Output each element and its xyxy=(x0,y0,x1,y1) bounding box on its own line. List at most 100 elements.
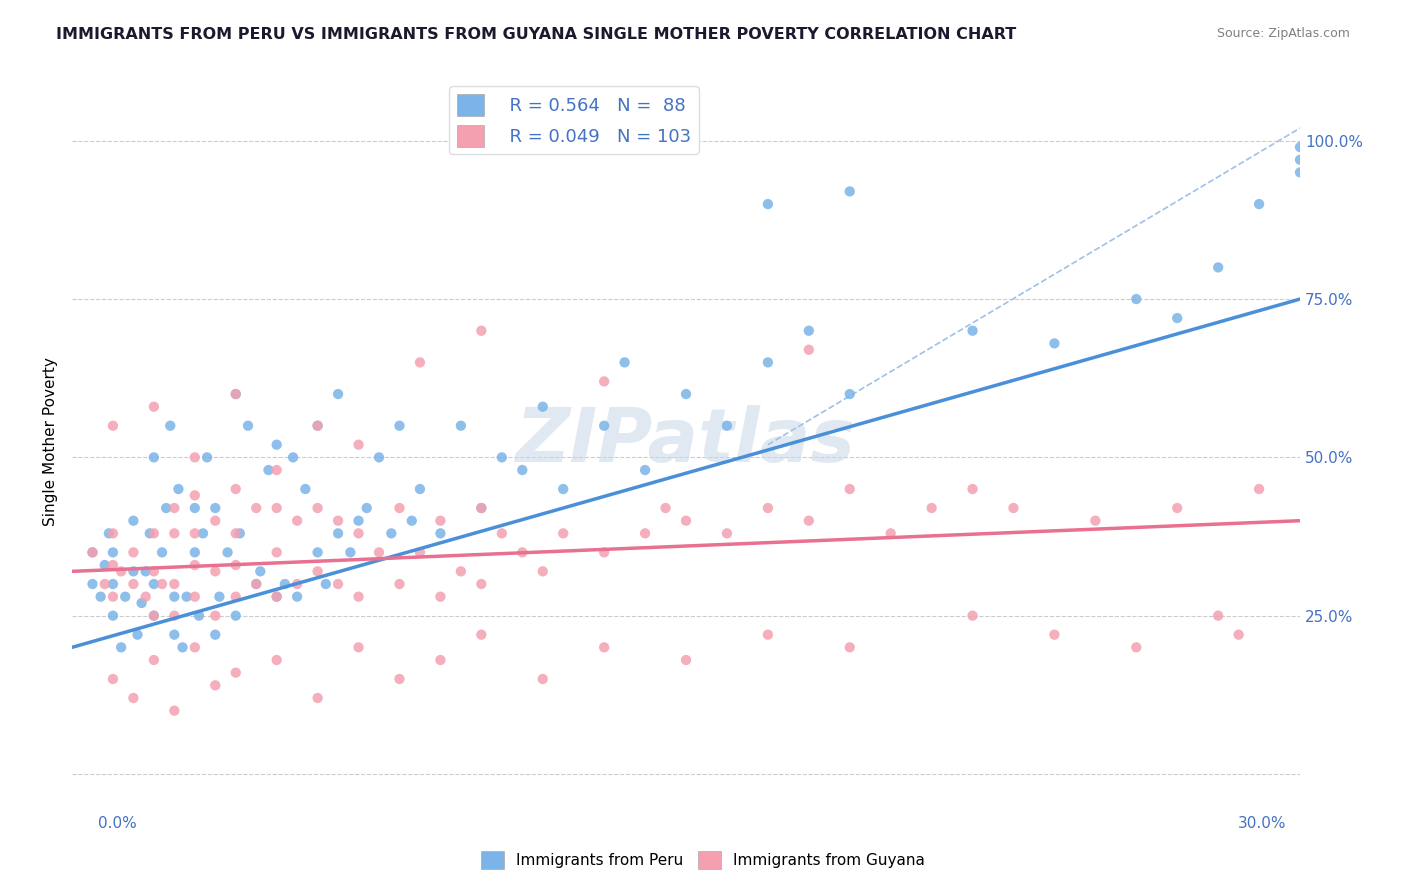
Point xyxy=(388,577,411,591)
Point xyxy=(553,526,575,541)
Point xyxy=(101,545,124,559)
Point xyxy=(593,640,616,655)
Point xyxy=(236,418,259,433)
Point xyxy=(245,577,267,591)
Point xyxy=(470,628,492,642)
Point xyxy=(368,450,391,465)
Point xyxy=(142,653,165,667)
Point xyxy=(339,545,361,559)
Point xyxy=(90,590,112,604)
Point xyxy=(1125,292,1147,306)
Point xyxy=(675,653,697,667)
Point xyxy=(315,577,337,591)
Point xyxy=(531,400,554,414)
Point xyxy=(531,565,554,579)
Point xyxy=(347,590,370,604)
Point xyxy=(1289,140,1312,154)
Point xyxy=(101,672,124,686)
Point xyxy=(593,418,616,433)
Point xyxy=(184,526,207,541)
Point xyxy=(1166,501,1188,516)
Point xyxy=(613,355,636,369)
Point xyxy=(82,545,104,559)
Point xyxy=(838,185,860,199)
Point xyxy=(962,482,984,496)
Point xyxy=(163,608,186,623)
Point xyxy=(163,577,186,591)
Point xyxy=(962,608,984,623)
Point xyxy=(429,526,451,541)
Point xyxy=(163,628,186,642)
Point xyxy=(510,545,533,559)
Point xyxy=(294,482,316,496)
Point xyxy=(1166,311,1188,326)
Point xyxy=(553,482,575,496)
Point xyxy=(756,197,779,211)
Point xyxy=(450,418,472,433)
Point xyxy=(225,387,247,401)
Point xyxy=(593,375,616,389)
Point xyxy=(470,577,492,591)
Point xyxy=(163,526,186,541)
Point xyxy=(142,400,165,414)
Point xyxy=(142,608,165,623)
Point xyxy=(716,526,738,541)
Point xyxy=(225,482,247,496)
Point xyxy=(356,501,378,516)
Point xyxy=(266,590,288,604)
Point xyxy=(1289,153,1312,167)
Text: 0.0%: 0.0% xyxy=(98,816,138,831)
Point xyxy=(225,526,247,541)
Point xyxy=(429,514,451,528)
Point xyxy=(101,577,124,591)
Point xyxy=(266,501,288,516)
Point xyxy=(204,565,226,579)
Point xyxy=(217,545,239,559)
Point xyxy=(142,450,165,465)
Point xyxy=(307,691,329,706)
Point xyxy=(101,418,124,433)
Point xyxy=(245,577,267,591)
Point xyxy=(281,450,304,465)
Point xyxy=(191,526,214,541)
Point xyxy=(150,577,173,591)
Y-axis label: Single Mother Poverty: Single Mother Poverty xyxy=(44,357,58,526)
Point xyxy=(470,501,492,516)
Point xyxy=(122,565,145,579)
Point xyxy=(266,438,288,452)
Point xyxy=(1002,501,1025,516)
Point xyxy=(634,526,657,541)
Point xyxy=(675,387,697,401)
Point xyxy=(94,558,117,572)
Point xyxy=(388,418,411,433)
Point xyxy=(167,482,190,496)
Point xyxy=(879,526,901,541)
Point xyxy=(184,450,207,465)
Point xyxy=(756,355,779,369)
Point xyxy=(409,355,432,369)
Point xyxy=(101,526,124,541)
Point xyxy=(1043,628,1066,642)
Point xyxy=(368,545,391,559)
Legend:   R = 0.564   N =  88,   R = 0.049   N = 103: R = 0.564 N = 88, R = 0.049 N = 103 xyxy=(450,87,699,154)
Point xyxy=(347,514,370,528)
Point xyxy=(204,678,226,692)
Point xyxy=(307,565,329,579)
Legend: Immigrants from Peru, Immigrants from Guyana: Immigrants from Peru, Immigrants from Gu… xyxy=(475,845,931,875)
Point xyxy=(1043,336,1066,351)
Point xyxy=(654,501,676,516)
Point xyxy=(184,640,207,655)
Point xyxy=(82,545,104,559)
Point xyxy=(135,590,157,604)
Point xyxy=(347,640,370,655)
Point xyxy=(176,590,198,604)
Point xyxy=(675,514,697,528)
Point xyxy=(101,608,124,623)
Point xyxy=(409,482,432,496)
Point xyxy=(187,608,209,623)
Point xyxy=(184,590,207,604)
Point xyxy=(184,545,207,559)
Point xyxy=(225,387,247,401)
Point xyxy=(797,514,820,528)
Point xyxy=(266,653,288,667)
